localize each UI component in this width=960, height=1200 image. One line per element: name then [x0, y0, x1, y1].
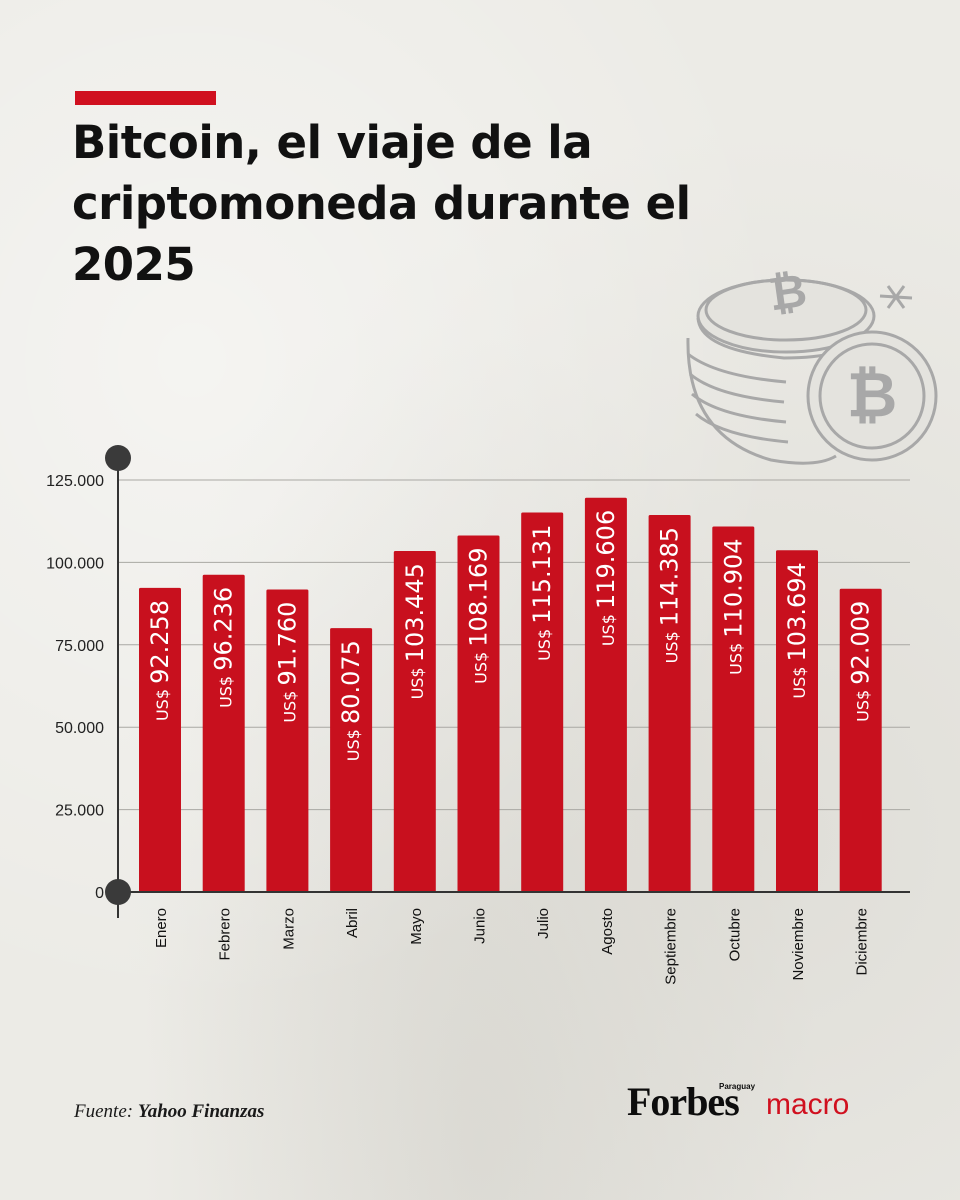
x-category-label: Julio — [535, 908, 552, 939]
x-category-label: Mayo — [408, 908, 425, 945]
y-tick-label: 125.000 — [46, 473, 104, 490]
brand-macro: macro — [766, 1088, 850, 1121]
x-category-label: Noviembre — [790, 908, 807, 981]
bar-value-label: US$ 108.169 — [465, 547, 493, 683]
axis-origin-dot — [105, 879, 131, 905]
bar — [139, 587, 181, 892]
bar-value-label: US$ 91.760 — [273, 602, 301, 723]
brand-forbes: Forbes — [627, 1079, 740, 1124]
x-category-label: Junio — [472, 908, 489, 944]
y-tick-label: 25.000 — [55, 803, 104, 820]
bar-value-label: US$ 114.385 — [656, 527, 684, 663]
x-category-label: Enero — [153, 908, 170, 948]
source-prefix: Fuente: — [74, 1101, 134, 1122]
bar — [266, 589, 309, 892]
bar — [393, 551, 436, 892]
x-category-label: Febrero — [217, 908, 234, 961]
bar-value-label: US$ 119.606 — [592, 510, 620, 646]
y-tick-label: 0 — [95, 885, 104, 902]
bar-value-label: US$ 115.131 — [528, 525, 556, 661]
bar-value-label: US$ 96.236 — [210, 587, 238, 708]
svg-text:₿: ₿ — [847, 358, 898, 431]
y-tick-label: 50.000 — [55, 720, 104, 737]
bar — [712, 526, 755, 892]
x-category-label: Marzo — [280, 908, 297, 950]
bar — [839, 588, 882, 892]
bar — [457, 535, 500, 892]
bar-value-label: US$ 92.258 — [146, 600, 174, 721]
bar-value-label: US$ 110.904 — [719, 538, 747, 674]
svg-text:₿: ₿ — [765, 263, 810, 322]
x-category-label: Diciembre — [854, 908, 871, 976]
y-tick-label: 75.000 — [55, 638, 104, 655]
source-note: Fuente: Yahoo Finanzas — [74, 1101, 264, 1123]
bitcoin-coins-icon: ₿ ₿ — [686, 263, 938, 465]
x-category-label: Octubre — [726, 908, 743, 961]
bar-value-label: US$ 103.445 — [401, 563, 429, 699]
bar — [330, 628, 373, 892]
brand-logo: Forbes Paraguay macro — [627, 1078, 887, 1128]
title-accent-bar — [75, 91, 216, 105]
bar-value-label: US$ 103.694 — [783, 562, 811, 698]
y-axis-top-dot — [105, 445, 131, 471]
bar — [776, 550, 818, 892]
bar — [648, 514, 691, 892]
page-title: Bitcoin, el viaje de la criptomoneda dur… — [72, 116, 691, 291]
bar — [584, 497, 627, 892]
x-category-label: Septiembre — [663, 908, 680, 985]
bar-chart: 0 25.000 50.000 75.000 100.000 125.000 US$ 92… — [46, 445, 910, 985]
brand-country: Paraguay — [719, 1082, 756, 1091]
bar-value-label: US$ 80.075 — [337, 640, 365, 761]
x-category-label: Agosto — [599, 908, 616, 955]
x-category-label: Abril — [344, 908, 361, 938]
source-name: Yahoo Finanzas — [137, 1101, 265, 1122]
bar — [521, 512, 564, 892]
bar-value-label: US$ 92.009 — [847, 601, 875, 722]
bar — [202, 574, 245, 892]
y-tick-label: 100.000 — [46, 555, 104, 572]
